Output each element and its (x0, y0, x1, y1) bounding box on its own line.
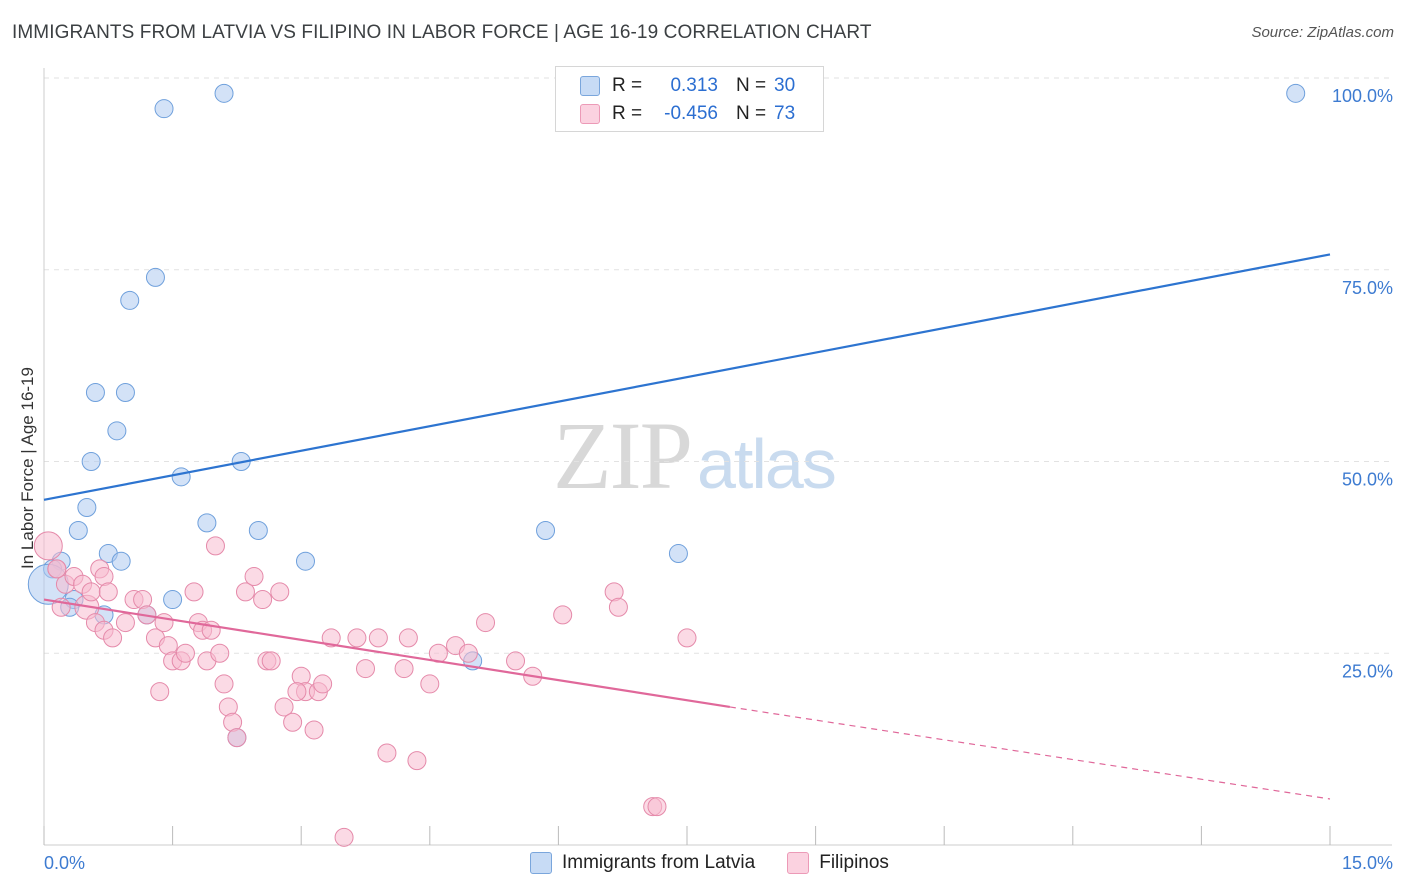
latvia-point (1286, 83, 1306, 103)
filipino-point (334, 827, 354, 847)
latvia-point (85, 382, 105, 402)
latvia-point (154, 99, 174, 119)
filipino-point (261, 651, 281, 671)
filipino-point (420, 674, 440, 694)
filipino-point (398, 628, 418, 648)
filipino-point (244, 567, 264, 587)
latvia-point (107, 421, 127, 441)
filipino-point (115, 613, 135, 633)
y-tick-label: 100.0% (1332, 86, 1393, 106)
filipino-point (368, 628, 388, 648)
legend-swatch-latvia (530, 852, 552, 874)
latvia-point (68, 521, 88, 541)
filipino-trend-line (43, 598, 731, 709)
y-tick-label: 50.0% (1342, 470, 1393, 490)
filipino-point (377, 743, 397, 763)
latvia-point (81, 452, 101, 471)
filipino-point (184, 582, 204, 602)
source-credit: Source: ZipAtlas.com (1251, 24, 1394, 41)
r-value: 0.313 (670, 75, 718, 96)
latvia-point (197, 513, 217, 533)
filipino-point (356, 659, 375, 679)
legend-item-filipinos: Filipinos (787, 852, 889, 874)
legend-swatch-filipinos (787, 852, 810, 874)
watermark-atlas: atlas (697, 425, 837, 503)
latvia-point (295, 551, 315, 571)
filipino-point (150, 682, 170, 702)
legend-row-latvia: R = 0.313 N = 30 (580, 73, 795, 99)
filipino-point (677, 628, 697, 648)
latvia-trend-line (43, 253, 1331, 501)
filipino-point (553, 605, 573, 625)
watermark: ZIPatlas (553, 400, 837, 511)
y-axis-label: In Labor Force | Age 16-19 (18, 367, 37, 569)
latvia-point (248, 521, 268, 541)
latvia-point (145, 267, 165, 287)
filipino-trend-extension (729, 706, 1331, 800)
r-label: R = (612, 75, 643, 96)
legend-label-latvia: Immigrants from Latvia (562, 852, 756, 873)
y-tick-label: 75.0% (1342, 278, 1393, 298)
filipino-point (476, 613, 496, 633)
filipino-point (304, 720, 324, 740)
filipino-point (321, 628, 341, 648)
series-legend: Immigrants from Latvia Filipinos (530, 852, 921, 874)
n-value: 30 (774, 75, 796, 96)
filipino-point (98, 582, 118, 602)
filipino-point (175, 643, 195, 663)
filipino-point (33, 531, 63, 561)
latvia-point (111, 551, 131, 571)
filipino-point (103, 628, 123, 648)
filipino-point (274, 697, 294, 717)
filipino-point (313, 674, 333, 694)
r-label: R = (612, 103, 643, 124)
filipino-point (283, 712, 303, 732)
y-tick-label: 25.0% (1342, 661, 1393, 681)
latvia-point (171, 467, 191, 487)
x-tick-label: 15.0% (1342, 853, 1393, 873)
latvia-point (536, 521, 556, 541)
filipino-point (210, 643, 230, 663)
latvia-point (668, 544, 688, 564)
legend-swatch-latvia (580, 76, 600, 96)
r-value: -0.456 (664, 103, 718, 124)
correlation-legend: R = 0.313 N = 30 R = -0.456 N = 73 (555, 66, 824, 132)
legend-item-latvia: Immigrants from Latvia (530, 852, 755, 874)
filipino-point (347, 628, 367, 648)
filipino-point (608, 597, 628, 617)
filipino-point (205, 536, 225, 556)
legend-label-filipinos: Filipinos (819, 852, 889, 873)
filipino-point (214, 674, 234, 694)
x-tick-label: 0.0% (44, 853, 85, 873)
latvia-point (77, 498, 97, 518)
filipino-point (394, 659, 414, 679)
legend-row-filipinos: R = -0.456 N = 73 (580, 101, 795, 127)
latvia-point (120, 290, 140, 310)
chart-title: IMMIGRANTS FROM LATVIA VS FILIPINO IN LA… (12, 22, 872, 43)
n-value: 73 (774, 103, 796, 124)
n-label: N = (736, 103, 767, 124)
filipino-point (235, 582, 255, 602)
filipino-point (407, 751, 427, 771)
filipino-point (227, 728, 247, 748)
filipino-point (287, 682, 307, 702)
n-label: N = (736, 75, 767, 96)
filipino-point (506, 651, 526, 671)
filipino-point (81, 582, 101, 602)
legend-swatch-filipinos (580, 104, 600, 124)
watermark-zip: ZIP (553, 402, 693, 509)
latvia-point (163, 590, 183, 610)
filipino-point (647, 797, 667, 817)
filipino-point (270, 582, 290, 602)
latvia-point (214, 83, 234, 103)
filipino-point (458, 643, 478, 663)
latvia-point (115, 382, 135, 402)
filipino-point (253, 590, 273, 610)
filipino-point (47, 559, 67, 579)
